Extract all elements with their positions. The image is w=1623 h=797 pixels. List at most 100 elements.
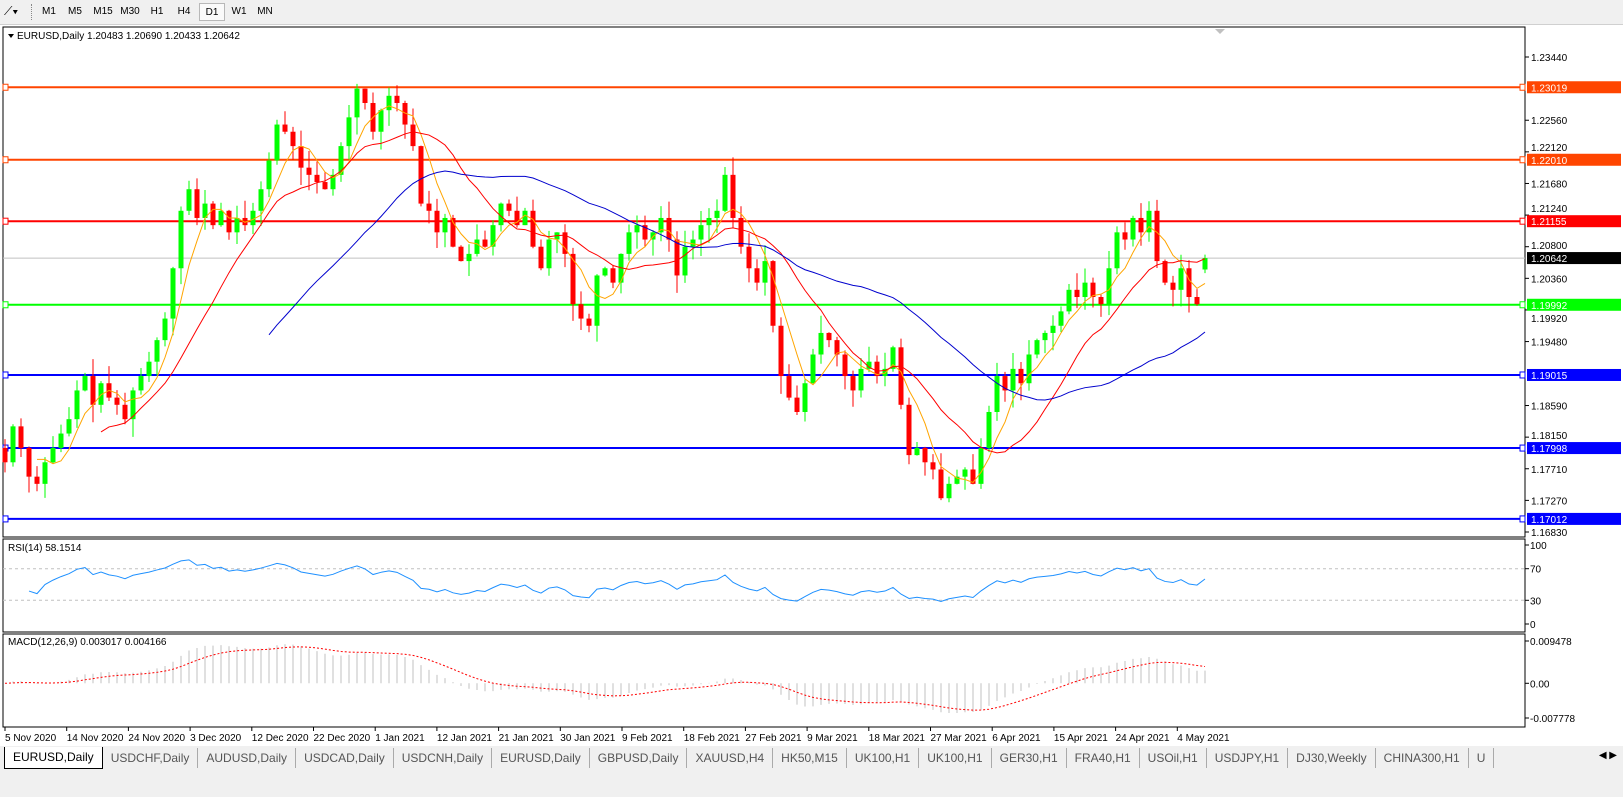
candle-body (594, 275, 600, 326)
level-handle[interactable] (1519, 515, 1526, 523)
candle-body (282, 124, 288, 132)
timeframe-w1[interactable]: W1 (231, 6, 247, 17)
candle-body (66, 419, 72, 434)
level-handle[interactable] (2, 83, 9, 91)
candle-body (242, 217, 248, 226)
candle-body (562, 232, 568, 254)
timeframe-m1[interactable]: M1 (42, 6, 56, 17)
candle-body (506, 203, 512, 211)
chart-tab[interactable]: USDCAD,Daily (296, 748, 394, 768)
candle-body (1186, 268, 1192, 298)
chart-tab[interactable]: USOil,H1 (1140, 748, 1207, 768)
candle-body (306, 167, 312, 175)
candle-body (50, 447, 56, 463)
level-price-label: 1.22010 (1531, 156, 1568, 167)
collapse-triangle-icon[interactable] (8, 34, 14, 38)
level-handle[interactable] (1519, 301, 1526, 309)
shift-marker-icon[interactable] (1215, 29, 1225, 34)
chart-tab[interactable]: UK100,H1 (919, 748, 992, 768)
candle-body (58, 433, 64, 448)
level-handle[interactable] (2, 371, 9, 379)
chart-tab[interactable]: XAUUSD,H4 (687, 748, 774, 768)
chart-tab[interactable]: USDCHF,Daily (103, 748, 199, 768)
chart-tab[interactable]: GBPUSD,Daily (590, 748, 688, 768)
candle-body (234, 217, 240, 233)
candle-body (962, 469, 968, 477)
level-handle[interactable] (2, 217, 9, 225)
candle-body (1138, 217, 1144, 233)
candle-body (1034, 340, 1040, 355)
chart-header: EURUSD,Daily 1.20483 1.20690 1.20433 1.2… (17, 31, 240, 42)
chart-tab[interactable]: U (1469, 748, 1495, 768)
level-handle[interactable] (2, 515, 9, 523)
candle-body (714, 210, 720, 218)
candle-body (514, 210, 520, 226)
candle-body (930, 462, 936, 470)
tab-scroll-arrows-icon[interactable]: ◀ ▶ (1598, 750, 1617, 761)
level-price-badge (1527, 368, 1621, 381)
price-tick-label: 1.19920 (1531, 314, 1568, 325)
candle-body (978, 447, 984, 484)
candle-body (322, 182, 328, 190)
price-tick-label: 1.18590 (1531, 402, 1568, 413)
candle-body (666, 217, 672, 240)
level-handle[interactable] (1519, 217, 1526, 225)
date-label: 24 Nov 2020 (128, 733, 185, 744)
date-label: 6 Apr 2021 (992, 733, 1041, 744)
chart-tab[interactable]: EURUSD,Daily (4, 747, 103, 769)
price-tick-label: 1.22120 (1531, 143, 1568, 154)
candle-body (746, 246, 752, 269)
timeframe-h4[interactable]: H4 (177, 6, 191, 17)
timeframe-m30[interactable]: M30 (120, 6, 140, 17)
rsi-tick-label: 70 (1530, 565, 1542, 576)
candle-body (618, 253, 624, 283)
candle-body (178, 210, 184, 269)
rsi-panel (2, 538, 1526, 633)
timeframe-m5[interactable]: M5 (68, 6, 82, 17)
date-label: 30 Jan 2021 (560, 733, 615, 744)
level-price-badge (1527, 153, 1621, 166)
level-price-badge (1527, 298, 1621, 311)
toolbar-grip[interactable] (31, 4, 34, 20)
price-tick-label: 1.19480 (1531, 338, 1568, 349)
chart-tab[interactable]: USDCNH,Daily (394, 748, 493, 768)
candle-body (466, 253, 472, 262)
date-label: 12 Dec 2020 (252, 733, 309, 744)
chart-tab[interactable]: FRA40,H1 (1067, 748, 1140, 768)
chart-tab[interactable]: EURUSD,Daily (492, 748, 590, 768)
candle-body (154, 340, 160, 362)
candle-body (170, 268, 176, 319)
candle-body (330, 174, 336, 190)
candle-body (210, 203, 216, 226)
timeframe-d1[interactable]: D1 (199, 3, 225, 21)
candle-body (202, 203, 208, 218)
chart-tab[interactable]: USDJPY,H1 (1207, 748, 1289, 768)
candle-body (522, 210, 528, 226)
level-handle[interactable] (1519, 83, 1526, 91)
timeframe-mn[interactable]: MN (257, 6, 273, 17)
macd-signal-line (4, 646, 1206, 711)
macd-tick-label: -0.007778 (1530, 714, 1575, 725)
chart-tab[interactable]: UK100,H1 (847, 748, 920, 768)
chart-tab[interactable]: AUDUSD,Daily (198, 748, 297, 768)
candle-body (610, 268, 616, 283)
date-label: 9 Mar 2021 (807, 733, 858, 744)
ma-fast-line (37, 105, 1206, 484)
level-handle[interactable] (1519, 156, 1526, 164)
timeframe-m15[interactable]: M15 (93, 6, 113, 17)
timeframe-h1[interactable]: H1 (150, 6, 164, 17)
chart-tab[interactable]: CHINA300,H1 (1376, 748, 1469, 768)
chart-tab[interactable]: GER30,H1 (992, 748, 1067, 768)
level-handle[interactable] (1519, 371, 1526, 379)
macd-label: MACD(12,26,9) 0.003017 0.004166 (8, 637, 167, 648)
candle-body (1162, 261, 1168, 283)
candle-body (1010, 368, 1016, 391)
level-handle[interactable] (1519, 444, 1526, 452)
level-handle[interactable] (2, 301, 9, 309)
line-tool-icon[interactable]: ⟋▾ (4, 4, 19, 18)
chart-tab[interactable]: HK50,M15 (773, 748, 847, 768)
level-handle[interactable] (2, 156, 9, 164)
chart-window[interactable]: EURUSD,Daily 1.20483 1.20690 1.20433 1.2… (0, 24, 1623, 746)
chart-tab[interactable]: DJ30,Weekly (1288, 748, 1376, 768)
date-label: 27 Mar 2021 (931, 733, 988, 744)
